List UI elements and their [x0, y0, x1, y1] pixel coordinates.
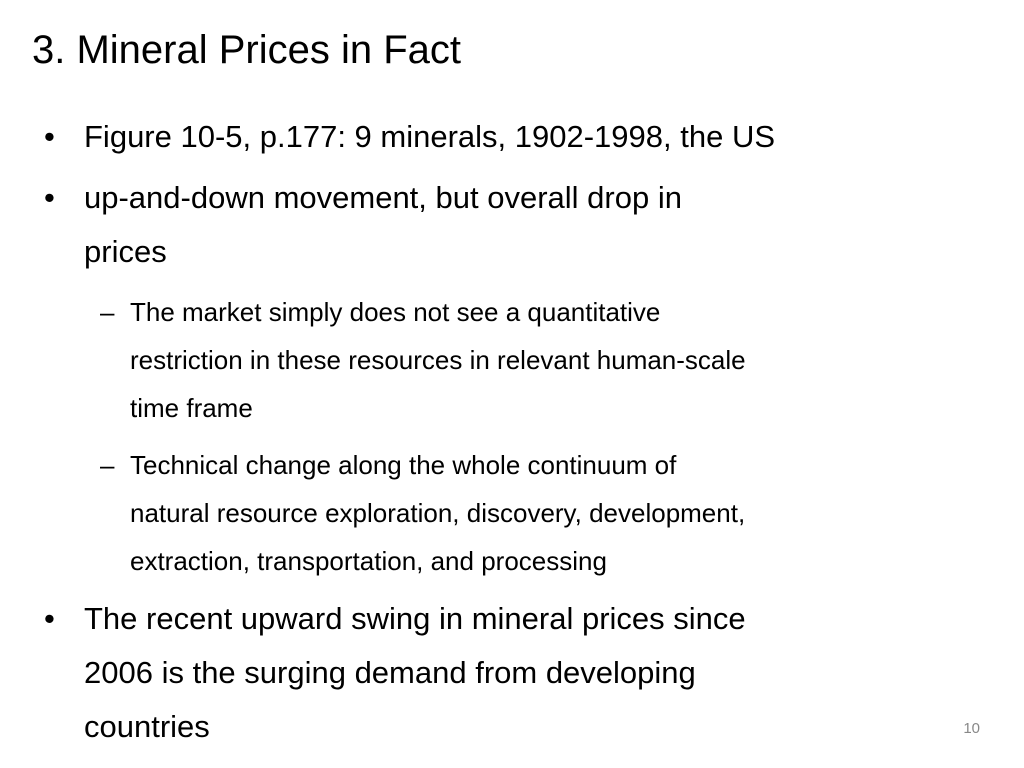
bullet-list: Figure 10-5, p.177: 9 minerals, 1902-199… [0, 103, 1024, 754]
sub-bullet: Technical change along the whole continu… [0, 441, 1024, 585]
bullet-text-line: The market simply does not see a quantit… [130, 297, 661, 327]
bullet-text-line: countries [84, 709, 210, 744]
bullet-text-line: natural resource exploration, discovery,… [130, 498, 746, 528]
bullet-text-line: prices [84, 234, 167, 269]
bullet: up-and-down movement, but overall drop i… [0, 171, 1024, 279]
bullet: The recent upward swing in mineral price… [0, 592, 1024, 754]
bullet-text-line: time frame [130, 393, 253, 423]
bullet-text-line: Figure 10-5, p.177: 9 minerals, 1902-199… [84, 119, 776, 154]
bullet-text-line: restriction in these resources in releva… [130, 345, 746, 375]
bullet: Figure 10-5, p.177: 9 minerals, 1902-199… [0, 110, 1024, 164]
page-number: 10 [963, 720, 980, 737]
slide-title: 3. Mineral Prices in Fact [32, 28, 462, 72]
bullet-text-line: Technical change along the whole continu… [130, 450, 677, 480]
bullet-text-line: extraction, transportation, and processi… [130, 546, 607, 576]
sub-bullet: The market simply does not see a quantit… [0, 288, 1024, 432]
bullet-text-line: up-and-down movement, but overall drop i… [84, 180, 682, 215]
bullet-text-line: The recent upward swing in mineral price… [84, 601, 746, 636]
bullet-text-line: 2006 is the surging demand from developi… [84, 655, 696, 690]
